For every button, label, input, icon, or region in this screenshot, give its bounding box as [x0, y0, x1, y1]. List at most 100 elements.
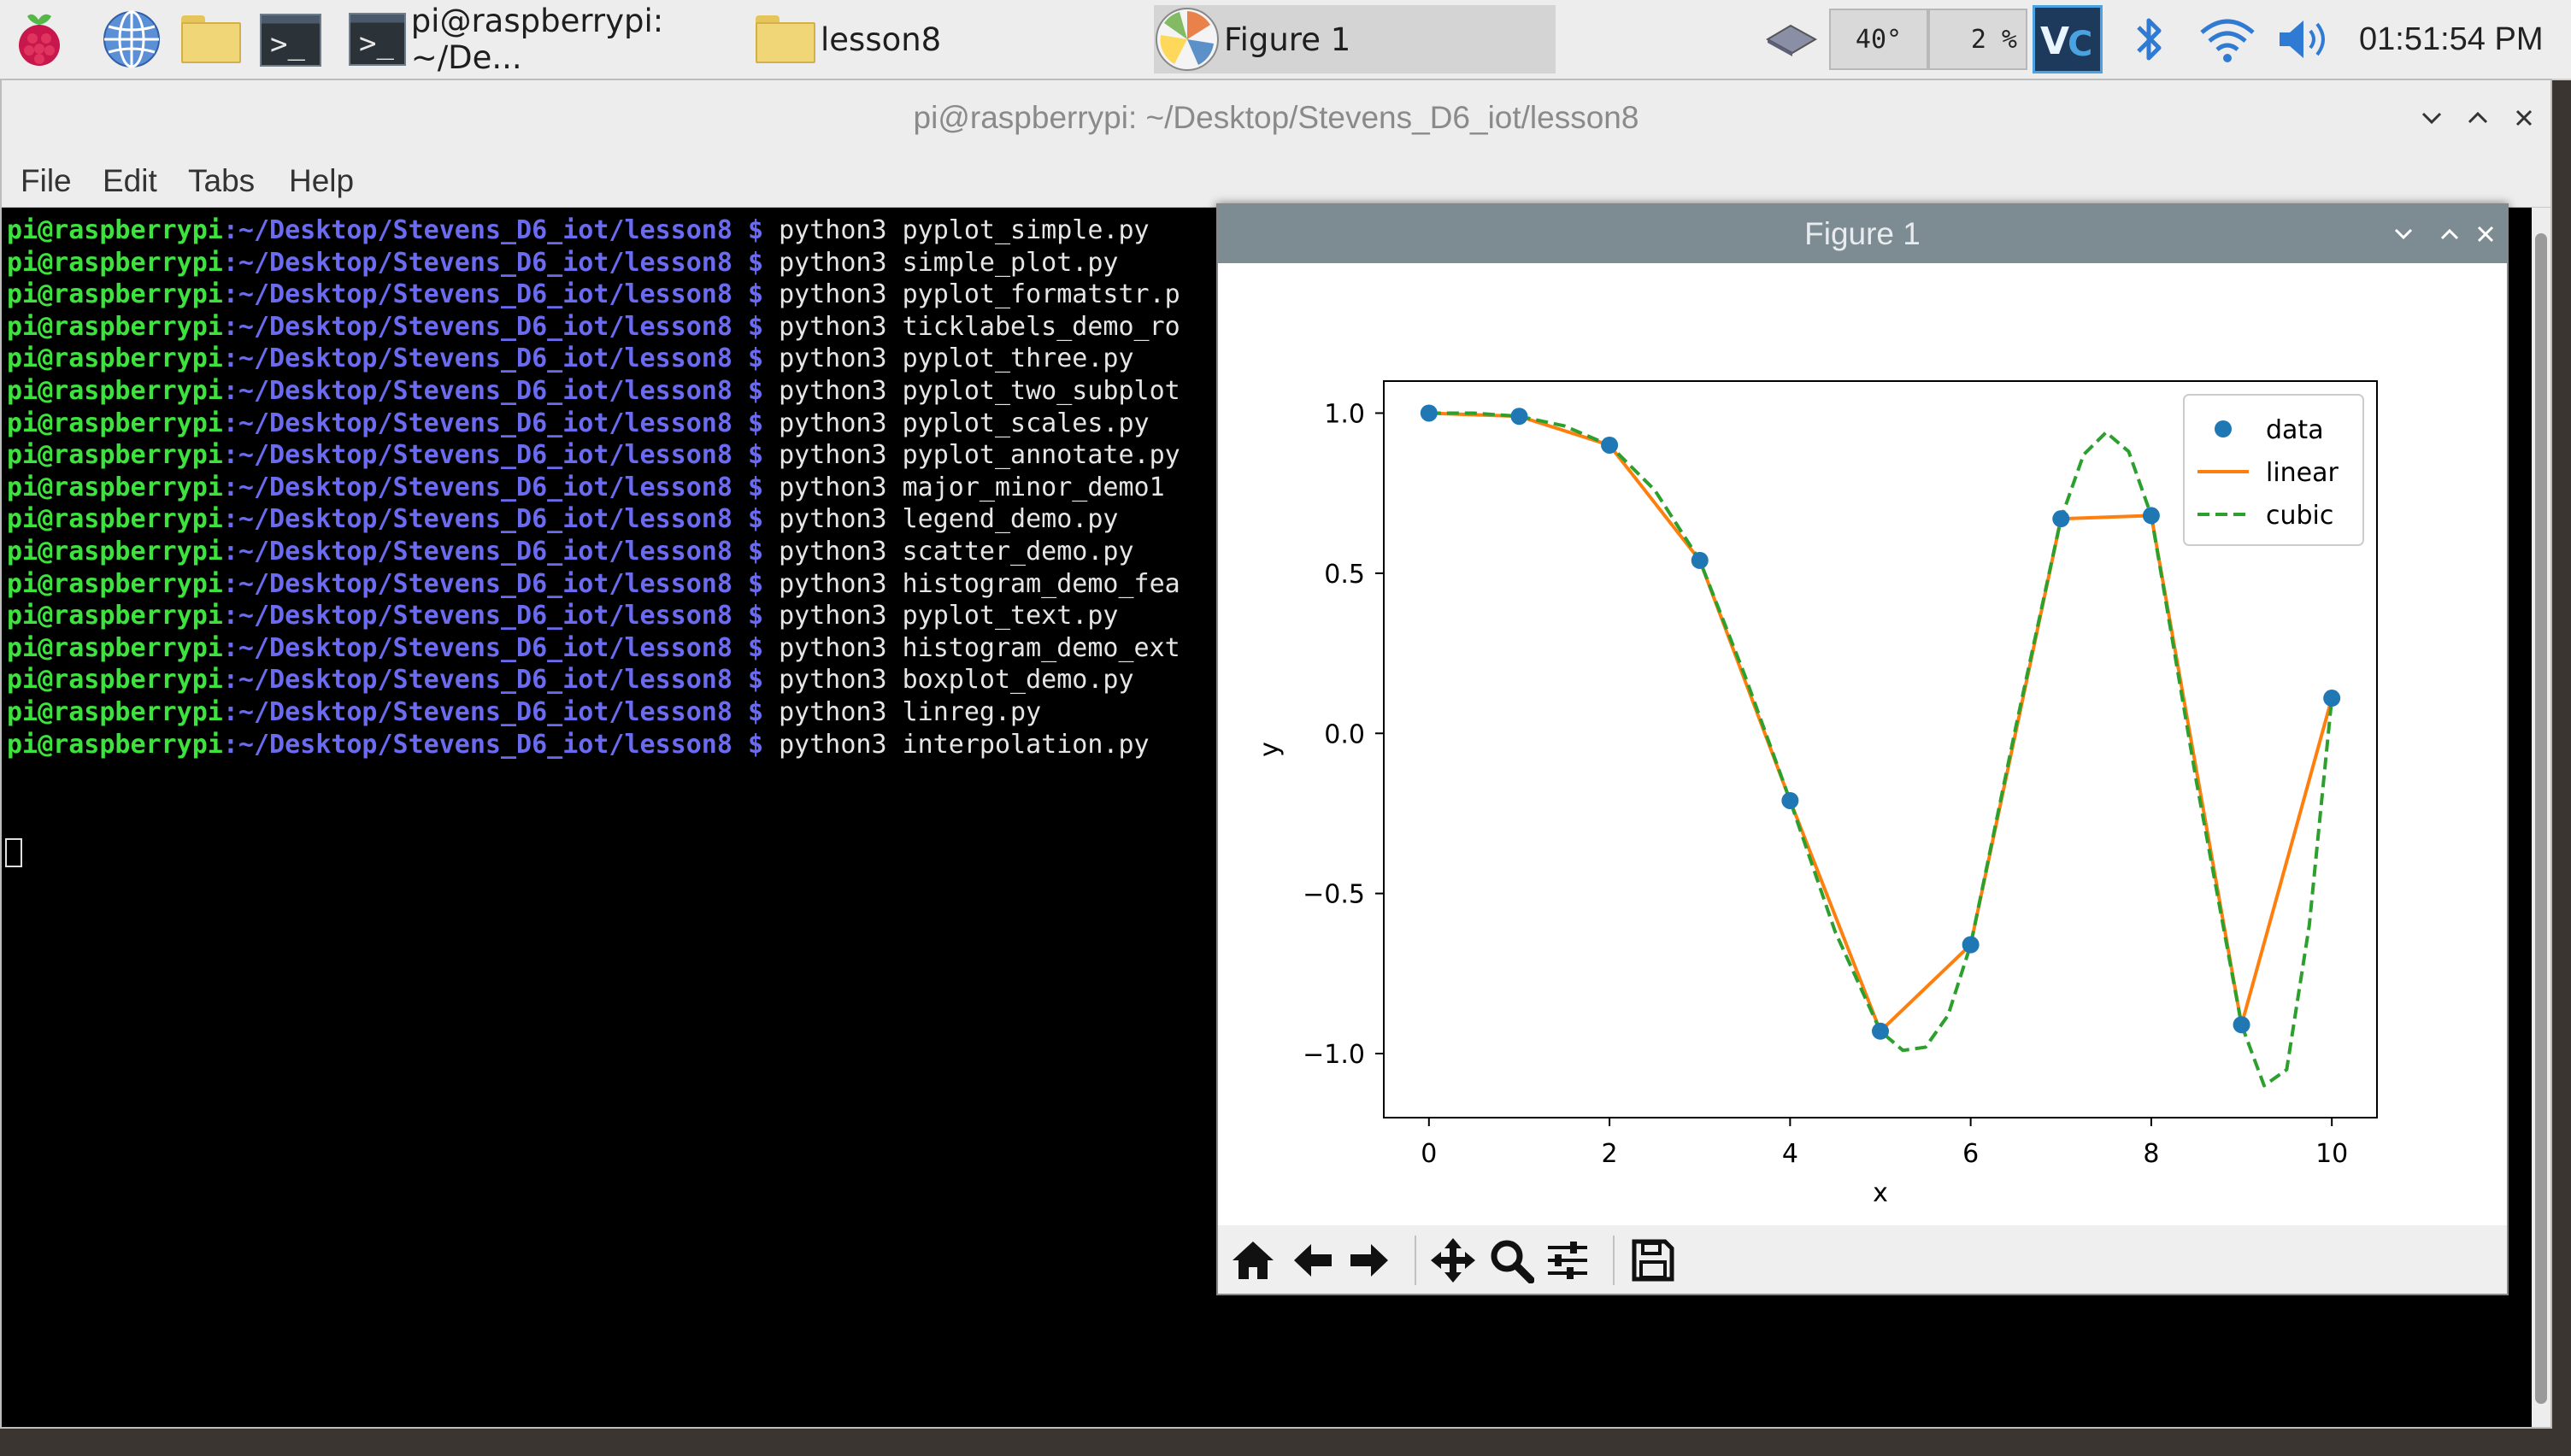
back-button[interactable]: [1286, 1234, 1339, 1287]
terminal-cursor: [5, 838, 22, 867]
figure-maximize-button[interactable]: [2428, 205, 2471, 263]
file-manager-folder-icon[interactable]: [179, 12, 243, 67]
y-tick-label: 0.5: [1324, 560, 1365, 590]
prompt-path: :~/Desktop/Stevens_D6_iot/lesson8 $: [222, 215, 780, 245]
command-text: python3 ticklabels_demo_ro: [779, 311, 1180, 342]
save-figure-button[interactable]: [1627, 1234, 1680, 1287]
command-text: python3 pyplot_formatstr.p: [779, 279, 1180, 310]
command-text: python3 pyplot_simple.py: [779, 215, 1150, 245]
prompt-user: pi@raspberrypi: [7, 729, 223, 760]
toolbar-separator: [1415, 1236, 1416, 1285]
terminal-line: pi@raspberrypi:~/Desktop/Stevens_D6_iot/…: [7, 343, 1134, 374]
figure-close-button[interactable]: [2464, 205, 2507, 263]
home-button[interactable]: [1227, 1234, 1280, 1287]
command-text: python3 major_minor_demo1: [779, 472, 1165, 502]
prompt-path: :~/Desktop/Stevens_D6_iot/lesson8 $: [222, 729, 780, 760]
task-lesson8-folder[interactable]: lesson8: [756, 5, 1115, 73]
floppy-disk-icon: [1632, 1239, 1674, 1282]
legend-marker-data: [2215, 420, 2232, 437]
command-text: python3 scatter_demo.py: [779, 537, 1134, 567]
terminal-title: pi@raspberrypi: ~/Desktop/Stevens_D6_iot…: [913, 100, 1639, 135]
terminal-launcher-icon[interactable]: >_: [258, 12, 323, 68]
terminal-maximize-button[interactable]: [2456, 80, 2499, 156]
menu-help[interactable]: Help: [289, 163, 355, 198]
terminal-icon: >_: [349, 13, 406, 66]
terminal-scrollbar-thumb[interactable]: [2535, 233, 2547, 1404]
terminal-line: pi@raspberrypi:~/Desktop/Stevens_D6_iot/…: [7, 279, 1180, 310]
terminal-close-button[interactable]: [2503, 80, 2545, 156]
prompt-user: pi@raspberrypi: [7, 247, 223, 278]
arrow-right-icon: [1350, 1244, 1388, 1277]
terminal-line: pi@raspberrypi:~/Desktop/Stevens_D6_iot/…: [7, 664, 1134, 696]
task-terminal[interactable]: >_ pi@raspberrypi: ~/De...: [349, 3, 750, 76]
terminal-line: pi@raspberrypi:~/Desktop/Stevens_D6_iot/…: [7, 375, 1180, 407]
figure-title-bar[interactable]: Figure 1: [1218, 205, 2507, 263]
magnifier-icon: [1491, 1240, 1534, 1283]
figure-window: Figure 1 0 2 4 6 8 10 −1.0 −0.5 0.0 0.5 1.0 x y data l…: [1216, 203, 2509, 1295]
legend-label-linear: linear: [2266, 458, 2339, 488]
prompt-path: :~/Desktop/Stevens_D6_iot/lesson8 $: [222, 601, 780, 631]
data-point: [1962, 936, 1980, 954]
prompt-user: pi@raspberrypi: [7, 343, 223, 374]
command-text: python3 pyplot_scales.py: [779, 408, 1150, 438]
task-figure-1[interactable]: Figure 1: [1154, 5, 1556, 73]
raspberry-menu-icon[interactable]: [9, 9, 70, 70]
x-tick-label: 0: [1421, 1139, 1437, 1169]
y-tick-label: 1.0: [1324, 399, 1365, 429]
task-terminal-label: pi@raspberrypi: ~/De...: [410, 3, 664, 76]
cpu-temperature-monitor: 40°: [1829, 9, 1928, 70]
web-browser-globe-icon[interactable]: [101, 9, 162, 70]
data-point: [1420, 404, 1438, 422]
terminal-title-bar[interactable]: pi@raspberrypi: ~/Desktop/Stevens_D6_iot…: [2, 80, 2550, 156]
arrow-left-icon: [1294, 1244, 1332, 1277]
home-icon: [1233, 1242, 1274, 1279]
menu-edit[interactable]: Edit: [103, 163, 157, 198]
figure-title: Figure 1: [1804, 216, 1921, 251]
clock[interactable]: 01:51:54 PM: [2359, 21, 2544, 57]
prompt-path: :~/Desktop/Stevens_D6_iot/lesson8 $: [222, 279, 780, 310]
prompt-path: :~/Desktop/Stevens_D6_iot/lesson8 $: [222, 247, 780, 278]
terminal-scrollbar[interactable]: [2532, 208, 2550, 1427]
sliders-icon: [1548, 1242, 1587, 1279]
figure-minimize-button[interactable]: [2382, 205, 2425, 263]
terminal-minimize-button[interactable]: [2410, 80, 2453, 156]
terminal-line: pi@raspberrypi:~/Desktop/Stevens_D6_iot/…: [7, 214, 1150, 246]
command-text: python3 boxplot_demo.py: [779, 665, 1134, 696]
cpu-usage-monitor: 2 %: [1928, 9, 2027, 70]
pan-button[interactable]: [1427, 1234, 1480, 1287]
prompt-path: :~/Desktop/Stevens_D6_iot/lesson8 $: [222, 537, 780, 567]
prompt-user: pi@raspberrypi: [7, 568, 223, 599]
terminal-menu-bar: File Edit Tabs Help: [2, 156, 2550, 208]
menu-file[interactable]: File: [21, 163, 72, 198]
prompt-path: :~/Desktop/Stevens_D6_iot/lesson8 $: [222, 311, 780, 342]
taskbar: >_ >_ pi@raspberrypi: ~/De... lesson8 Fi…: [0, 0, 2571, 80]
x-tick-label: 10: [2315, 1139, 2348, 1169]
command-text: python3 histogram_demo_fea: [779, 568, 1180, 599]
wifi-icon[interactable]: [2195, 12, 2260, 67]
configure-subplots-button[interactable]: [1541, 1234, 1594, 1287]
volume-icon[interactable]: [2274, 12, 2339, 67]
prompt-path: :~/Desktop/Stevens_D6_iot/lesson8 $: [222, 472, 780, 502]
prompt-user: pi@raspberrypi: [7, 504, 223, 535]
forward-button[interactable]: [1343, 1234, 1396, 1287]
data-point: [1691, 551, 1709, 569]
vnc-icon[interactable]: V C: [2033, 5, 2103, 73]
move-arrows-icon: [1431, 1238, 1475, 1283]
data-point: [1781, 791, 1799, 809]
zoom-button[interactable]: [1485, 1234, 1538, 1287]
bluetooth-icon[interactable]: [2125, 12, 2173, 67]
menu-tabs[interactable]: Tabs: [188, 163, 256, 198]
svg-text:C: C: [2068, 25, 2092, 64]
data-point: [2233, 1016, 2250, 1034]
prompt-path: :~/Desktop/Stevens_D6_iot/lesson8 $: [222, 665, 780, 696]
command-text: python3 histogram_demo_ext: [779, 632, 1180, 663]
prompt-user: pi@raspberrypi: [7, 665, 223, 696]
prompt-path: :~/Desktop/Stevens_D6_iot/lesson8 $: [222, 376, 780, 406]
terminal-line: pi@raspberrypi:~/Desktop/Stevens_D6_iot/…: [7, 568, 1180, 600]
figure-canvas[interactable]: 0 2 4 6 8 10 −1.0 −0.5 0.0 0.5 1.0 x y data linear cubi…: [1218, 263, 2507, 1208]
prompt-user: pi@raspberrypi: [7, 215, 223, 245]
x-tick-label: 2: [1602, 1139, 1618, 1169]
eject-drive-icon[interactable]: [1761, 12, 1821, 67]
terminal-line: pi@raspberrypi:~/Desktop/Stevens_D6_iot/…: [7, 729, 1150, 760]
data-point: [2323, 690, 2341, 707]
